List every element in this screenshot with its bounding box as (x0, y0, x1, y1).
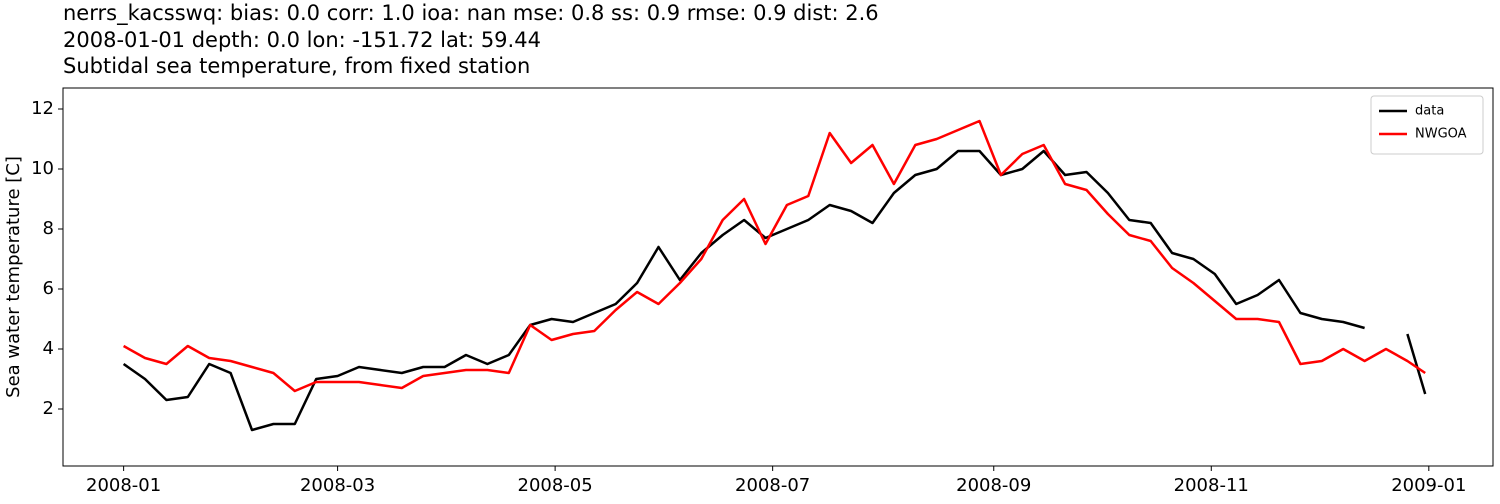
y-tick-label: 4 (43, 338, 54, 359)
y-tick-label: 6 (43, 278, 54, 299)
series-line (122, 149, 1427, 432)
y-tick-label: 8 (43, 218, 54, 239)
y-tick-label: 10 (31, 158, 54, 179)
x-tick-label: 2008-09 (956, 475, 1031, 496)
x-tick-label: 2008-01 (86, 475, 161, 496)
series-line (122, 119, 1426, 393)
y-tick-label: 12 (31, 98, 54, 119)
y-tick-label: 2 (43, 398, 54, 419)
chart-title: nerrs_kacsswq: bias: 0.0 corr: 1.0 ioa: … (63, 1, 879, 26)
x-tick-label: 2008-03 (300, 475, 375, 496)
legend-label: NWGOA (1415, 127, 1467, 142)
x-tick-label: 2009-01 (1391, 475, 1466, 496)
x-tick-label: 2008-07 (735, 475, 810, 496)
x-tick-label: 2008-05 (518, 475, 593, 496)
legend-label: data (1415, 104, 1444, 119)
chart-title: 2008-01-01 depth: 0.0 lon: -151.72 lat: … (63, 28, 541, 52)
x-tick-label: 2008-11 (1174, 475, 1249, 496)
plot-frame (62, 87, 1494, 467)
y-axis-label: Sea water temperature [C] (3, 156, 24, 398)
chart-title: Subtidal sea temperature, from fixed sta… (63, 54, 530, 78)
